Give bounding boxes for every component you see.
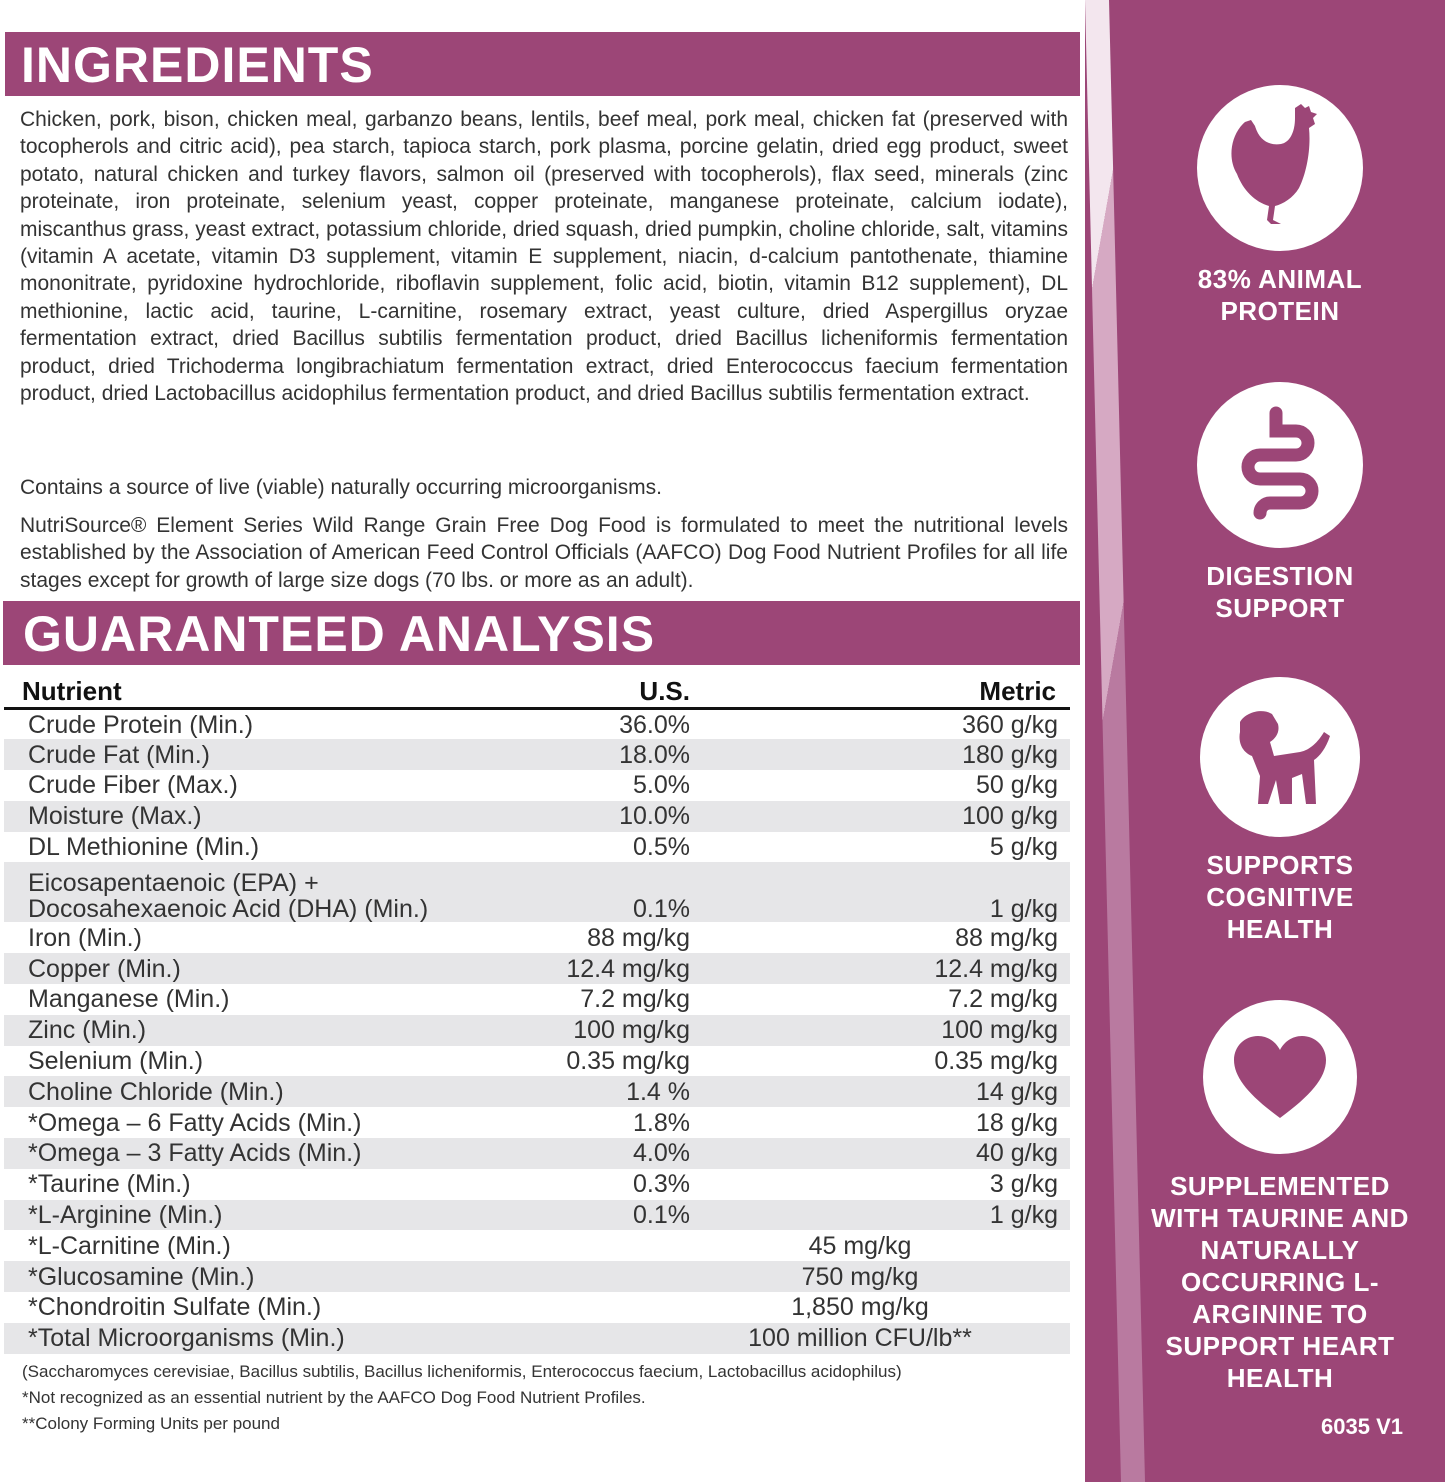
nutrient-value: 750 mg/kg (470, 1261, 1070, 1293)
nutrient-row: DL Methionine (Min.) 0.5% 5 g/kg (4, 832, 1070, 863)
metric-value: 14 g/kg (690, 1076, 1070, 1108)
us-value: 18.0% (470, 739, 690, 771)
nutrient-row: Crude Protein (Min.) 36.0% 360 g/kg (4, 709, 1070, 740)
us-value: 0.1% (470, 862, 690, 923)
us-value: 0.3% (633, 1170, 690, 1199)
nutrient-row: *Omega – 3 Fatty Acids (Min.) 4.0% 40 g/kg (4, 1138, 1070, 1169)
nutrient-row: Crude Fat (Min.) 18.0% 180 g/kg (4, 739, 1070, 771)
nutrient-row: Selenium (Min.) 0.35 mg/kg 0.35 mg/kg (4, 1046, 1070, 1077)
metric-value: 88 mg/kg (955, 923, 1058, 952)
nutrient-name: Iron (Min.) (28, 923, 142, 952)
us-value: 10.0% (470, 800, 690, 832)
us-value: 12.4 mg/kg (470, 953, 690, 985)
nutrient-name: *Omega – 3 Fatty Acids (Min.) (4, 1138, 470, 1169)
heart-icon (1203, 1000, 1357, 1154)
nutrient-value: 1,850 mg/kg (791, 1293, 929, 1322)
nutrient-row: Eicosapentaenoic (EPA) + Docosahexaenoic… (4, 862, 1070, 923)
nutrient-row: *L-Carnitine (Min.) 45 mg/kg (4, 1230, 1070, 1261)
nutrient-row: Iron (Min.) 88 mg/kg 88 mg/kg (4, 922, 1070, 953)
nutrient-name: *L-Arginine (Min.) (4, 1199, 470, 1231)
product-code: 6035 V1 (1321, 1414, 1403, 1439)
metric-value: 50 g/kg (975, 771, 1058, 800)
metric-value: 100 g/kg (690, 800, 1070, 832)
metric-value: 40 g/kg (690, 1138, 1070, 1169)
nutrient-name: Eicosapentaenoic (EPA) + Docosahexaenoic… (4, 862, 470, 923)
metric-value: 18 g/kg (975, 1108, 1058, 1137)
us-header: U.S. (470, 676, 690, 710)
metric-value: 360 g/kg (962, 710, 1058, 739)
nutrient-row: *Total Microorganisms (Min.) 100 million … (4, 1322, 1070, 1354)
nutrient-row: *Taurine (Min.) 0.3% 3 g/kg (4, 1169, 1070, 1200)
nutrient-name: *Chondroitin Sulfate (Min.) (28, 1293, 322, 1322)
nutrient-row: *Chondroitin Sulfate (Min.) 1,850 mg/kg (4, 1292, 1070, 1323)
nutrient-name: Crude Fat (Min.) (4, 739, 470, 771)
metric-value: 100 mg/kg (690, 1014, 1070, 1046)
us-value: 5.0% (633, 771, 690, 800)
nutrient-name: DL Methionine (Min.) (28, 833, 260, 862)
nutrient-value: 45 mg/kg (808, 1231, 912, 1260)
us-value: 100 mg/kg (470, 1014, 690, 1046)
nutrient-name: Crude Protein (Min.) (28, 710, 254, 739)
microorganisms-note: Contains a source of live (viable) natur… (20, 476, 662, 499)
us-value: 1.4 % (470, 1076, 690, 1108)
intestine-icon (1197, 382, 1363, 548)
analysis-table: Nutrient U.S. Metric Crude Protein (Min.… (4, 676, 1070, 1354)
metric-value: 0.35 mg/kg (934, 1047, 1058, 1076)
metric-value: 12.4 mg/kg (690, 953, 1070, 985)
nutrient-row: *Omega – 6 Fatty Acids (Min.) 1.8% 18 g/kg (4, 1107, 1070, 1138)
chicken-icon (1197, 85, 1363, 251)
us-value: 0.35 mg/kg (566, 1047, 690, 1076)
aafco-statement: NutriSource® Element Series Wild Range G… (20, 514, 1068, 592)
nutrient-name: Manganese (Min.) (28, 985, 230, 1014)
puppy-icon (1200, 677, 1360, 837)
us-value: 1.8% (633, 1108, 690, 1137)
nutrient-row: Moisture (Max.) 10.0% 100 g/kg (4, 800, 1070, 832)
nutrient-name: Moisture (Max.) (4, 800, 470, 832)
nutrient-name: *Taurine (Min.) (28, 1170, 191, 1199)
nutrient-name: *Omega – 6 Fatty Acids (Min.) (28, 1108, 362, 1137)
nutrient-header: Nutrient (4, 676, 470, 710)
footnote-aafco: *Not recognized as an essential nutrient… (22, 1388, 646, 1407)
metric-header: Metric (690, 676, 1070, 710)
nutrient-row: Copper (Min.) 12.4 mg/kg 12.4 mg/kg (4, 953, 1070, 985)
feature-animal-protein: 83% ANIMAL PROTEIN (1150, 85, 1410, 327)
metric-value: 7.2 mg/kg (948, 985, 1058, 1014)
nutrient-name: *Glucosamine (Min.) (4, 1261, 470, 1293)
metric-value: 180 g/kg (690, 739, 1070, 771)
footnote-strains: (Saccharomyces cerevisiae, Bacillus subt… (22, 1362, 902, 1381)
footnote-cfu: **Colony Forming Units per pound (22, 1414, 280, 1433)
metric-value: 1 g/kg (690, 1199, 1070, 1231)
guaranteed-analysis-heading: GUARANTEED ANALYSIS (3, 601, 1080, 665)
ingredients-heading: INGREDIENTS (5, 32, 1080, 96)
feature-digestion: DIGESTION SUPPORT (1150, 382, 1410, 624)
nutrient-name: *L-Carnitine (Min.) (28, 1231, 231, 1260)
metric-value: 5 g/kg (989, 833, 1058, 862)
nutrient-value: 100 million CFU/lb** (470, 1322, 1070, 1354)
us-value: 4.0% (470, 1138, 690, 1169)
us-value: 7.2 mg/kg (580, 985, 690, 1014)
nutrient-row: Choline Chloride (Min.) 1.4 % 14 g/kg (4, 1076, 1070, 1108)
nutrient-name: Choline Chloride (Min.) (4, 1076, 470, 1108)
nutrient-row: Crude Fiber (Max.) 5.0% 50 g/kg (4, 770, 1070, 801)
feature-cognitive: SUPPORTS COGNITIVE HEALTH (1150, 677, 1410, 945)
nutrient-row: *L-Arginine (Min.) 0.1% 1 g/kg (4, 1199, 1070, 1231)
nutrient-name: *Total Microorganisms (Min.) (4, 1322, 470, 1354)
nutrient-name: Crude Fiber (Max.) (28, 771, 238, 800)
metric-value: 1 g/kg (690, 862, 1070, 923)
us-value: 0.5% (633, 833, 690, 862)
feature-heart: SUPPLEMENTED WITH TAURINE AND NATURALLY … (1150, 1000, 1410, 1394)
us-value: 36.0% (619, 710, 690, 739)
metric-value: 3 g/kg (989, 1170, 1058, 1199)
us-value: 88 mg/kg (587, 923, 690, 952)
nutrient-row: Zinc (Min.) 100 mg/kg 100 mg/kg (4, 1014, 1070, 1046)
ingredients-list: Chicken, pork, bison, chicken meal, garb… (20, 108, 1068, 406)
nutrient-name: Copper (Min.) (4, 953, 470, 985)
nutrient-name: Zinc (Min.) (4, 1014, 470, 1046)
nutrient-row: *Glucosamine (Min.) 750 mg/kg (4, 1261, 1070, 1293)
us-value: 0.1% (470, 1199, 690, 1231)
nutrient-row: Manganese (Min.) 7.2 mg/kg 7.2 mg/kg (4, 984, 1070, 1015)
nutrient-name: Selenium (Min.) (28, 1047, 204, 1076)
